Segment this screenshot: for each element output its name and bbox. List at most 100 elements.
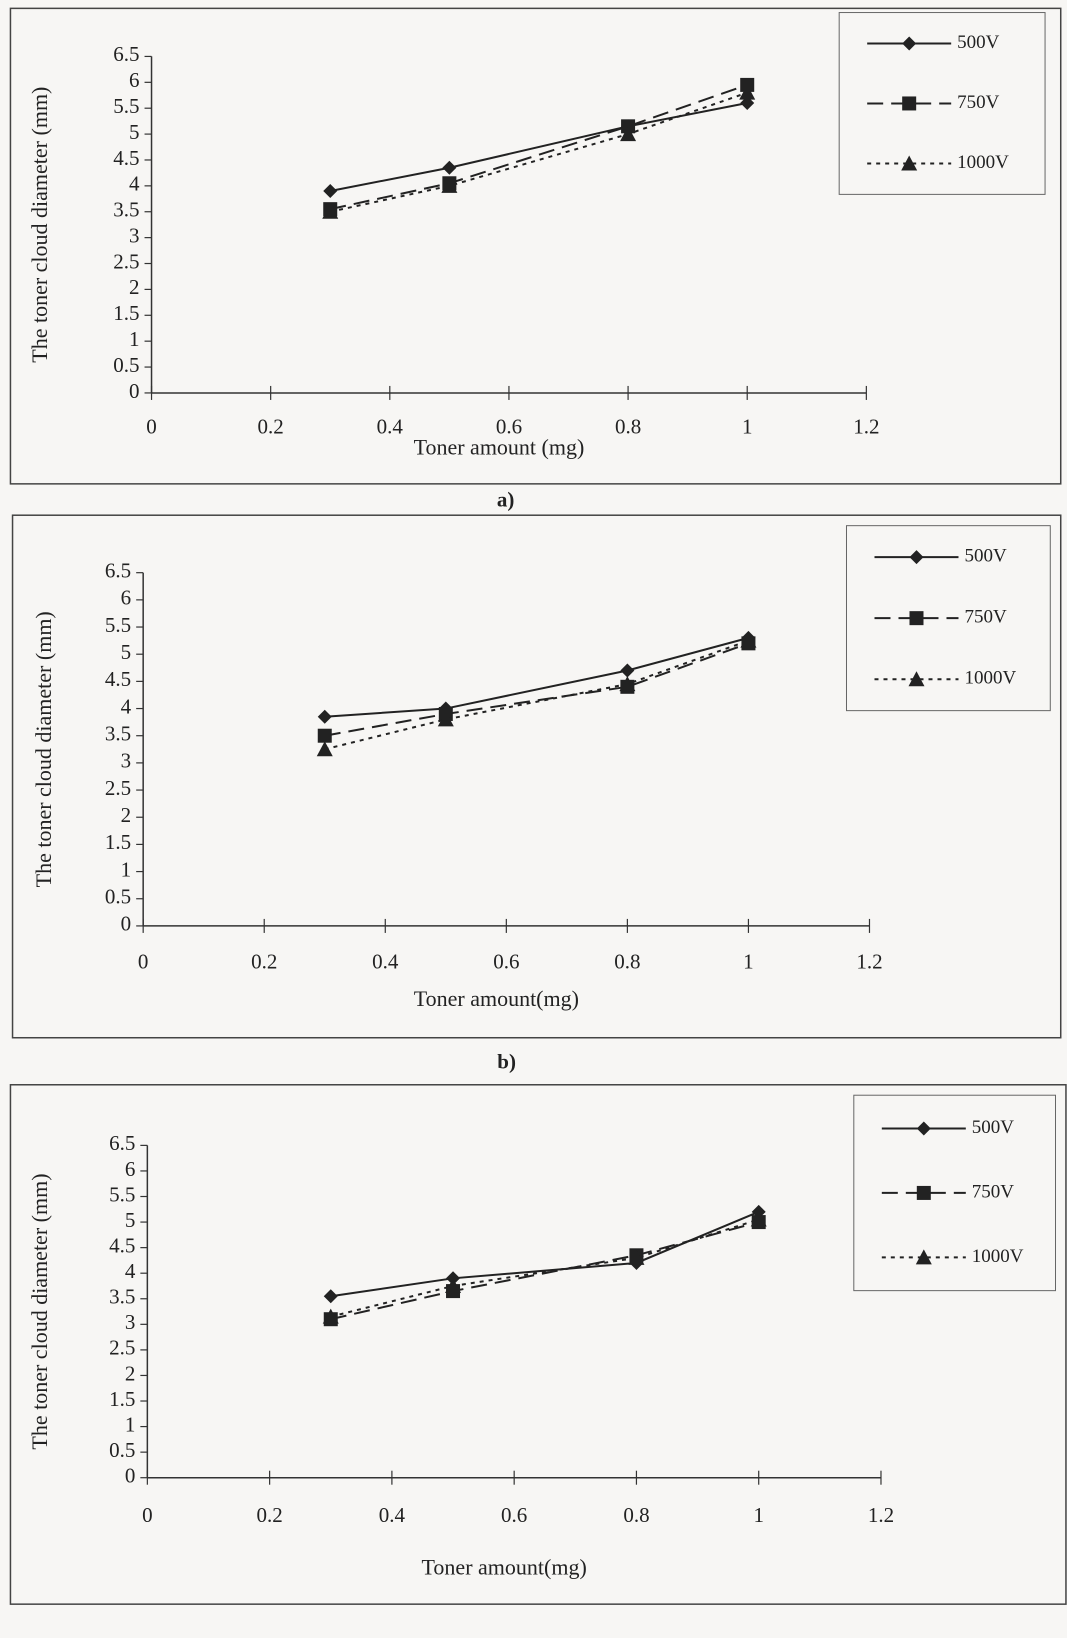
series-line bbox=[330, 1210, 760, 1298]
y-tick-label: 6 bbox=[129, 68, 140, 92]
series-line bbox=[324, 636, 749, 718]
caption: b) bbox=[497, 1050, 516, 1074]
y-tick-label: 2.5 bbox=[105, 776, 131, 800]
caption: a) bbox=[497, 487, 515, 511]
y-tick-label: 4 bbox=[121, 694, 132, 718]
series-line bbox=[330, 1221, 759, 1321]
x-tick-label: 0.8 bbox=[614, 949, 640, 973]
marker bbox=[316, 741, 333, 757]
marker bbox=[441, 177, 458, 193]
y-tick-label: 4.5 bbox=[113, 146, 139, 170]
legend-label: 750V bbox=[964, 607, 1007, 628]
x-tick-label: 1.2 bbox=[853, 414, 879, 438]
x-tick-label: 0.6 bbox=[501, 1503, 527, 1527]
y-tick-label: 0.5 bbox=[105, 885, 131, 909]
marker bbox=[620, 126, 637, 142]
marker bbox=[628, 1249, 645, 1265]
series-line bbox=[324, 639, 749, 751]
marker bbox=[317, 728, 332, 743]
y-tick-label: 0 bbox=[121, 912, 132, 936]
marker bbox=[323, 1289, 338, 1304]
x-tick-label: 0.4 bbox=[377, 414, 404, 438]
series-line bbox=[330, 1218, 760, 1318]
y-tick-label: 5.5 bbox=[113, 94, 139, 118]
x-tick-label: 0 bbox=[146, 414, 157, 438]
legend-label: 500V bbox=[964, 545, 1007, 566]
marker bbox=[619, 676, 636, 692]
legend-label: 1000V bbox=[957, 152, 1009, 173]
y-tick-label: 3.5 bbox=[105, 722, 131, 746]
x-axis-title: Toner amount(mg) bbox=[422, 1555, 587, 1580]
x-tick-label: 0.8 bbox=[623, 1503, 649, 1527]
x-tick-label: 0 bbox=[142, 1503, 153, 1527]
x-tick-label: 1.2 bbox=[868, 1503, 894, 1527]
y-tick-label: 2.5 bbox=[109, 1336, 135, 1360]
series-line bbox=[330, 91, 748, 213]
legend-marker bbox=[916, 1121, 931, 1136]
x-tick-label: 1 bbox=[742, 414, 753, 438]
legend-label: 1000V bbox=[972, 1246, 1024, 1267]
legend-marker bbox=[909, 611, 924, 626]
legend-marker bbox=[901, 155, 918, 171]
y-tick-label: 1.5 bbox=[109, 1387, 135, 1411]
series-line bbox=[324, 642, 749, 737]
x-tick-label: 0.6 bbox=[493, 949, 519, 973]
marker bbox=[323, 184, 338, 199]
x-tick-label: 1 bbox=[753, 1503, 764, 1527]
y-tick-label: 2 bbox=[125, 1361, 136, 1385]
x-axis-title: Toner amount(mg) bbox=[414, 986, 579, 1011]
legend-marker bbox=[902, 36, 917, 51]
y-tick-label: 1.5 bbox=[105, 830, 131, 854]
x-tick-label: 0.2 bbox=[256, 1503, 282, 1527]
y-tick-label: 5 bbox=[129, 120, 140, 144]
legend-marker bbox=[915, 1249, 932, 1265]
y-tick-label: 6 bbox=[121, 586, 132, 610]
chart-frame bbox=[9, 1084, 1067, 1605]
y-tick-label: 0 bbox=[129, 379, 140, 403]
marker bbox=[322, 1308, 339, 1324]
y-tick-label: 3 bbox=[125, 1310, 136, 1334]
y-tick-label: 4.5 bbox=[105, 667, 131, 691]
y-tick-label: 3 bbox=[129, 223, 140, 247]
x-tick-label: 0.2 bbox=[251, 949, 277, 973]
y-tick-label: 6.5 bbox=[109, 1131, 135, 1155]
legend-label: 500V bbox=[957, 32, 1000, 53]
legend-marker bbox=[908, 671, 925, 687]
legend-box bbox=[838, 12, 1046, 195]
x-tick-label: 0.8 bbox=[615, 414, 641, 438]
series-line bbox=[330, 102, 748, 193]
marker bbox=[317, 709, 332, 724]
marker bbox=[437, 711, 454, 727]
y-tick-label: 5 bbox=[121, 640, 132, 664]
y-tick-label: 2 bbox=[121, 803, 132, 827]
y-tick-label: 0.5 bbox=[113, 353, 139, 377]
legend-label: 1000V bbox=[964, 668, 1016, 689]
y-tick-label: 0 bbox=[125, 1464, 136, 1488]
y-tick-label: 6.5 bbox=[113, 42, 139, 66]
marker bbox=[322, 203, 339, 219]
x-tick-label: 0.2 bbox=[258, 414, 284, 438]
y-tick-label: 4 bbox=[125, 1259, 136, 1283]
marker bbox=[739, 84, 756, 100]
y-axis-title: The toner cloud diameter (mm) bbox=[27, 87, 52, 363]
legend-marker bbox=[916, 1185, 931, 1200]
legend-box bbox=[853, 1094, 1057, 1292]
x-tick-label: 0.6 bbox=[496, 414, 522, 438]
legend-label: 750V bbox=[972, 1181, 1015, 1202]
marker bbox=[442, 160, 457, 175]
marker bbox=[750, 1211, 767, 1227]
x-tick-label: 0.4 bbox=[379, 1503, 406, 1527]
y-axis-title: The toner cloud diameter (mm) bbox=[27, 1173, 52, 1449]
y-tick-label: 2 bbox=[129, 275, 140, 299]
x-axis-title: Toner amount (mg) bbox=[414, 434, 585, 459]
chart-frame bbox=[9, 7, 1062, 485]
y-tick-label: 1 bbox=[121, 857, 132, 881]
y-tick-label: 0.5 bbox=[109, 1438, 135, 1462]
y-tick-label: 5 bbox=[125, 1208, 136, 1232]
y-tick-label: 3 bbox=[121, 749, 132, 773]
legend-label: 750V bbox=[957, 92, 1000, 113]
series-line bbox=[330, 83, 748, 211]
y-axis-title: The toner cloud diameter (mm) bbox=[31, 611, 56, 887]
